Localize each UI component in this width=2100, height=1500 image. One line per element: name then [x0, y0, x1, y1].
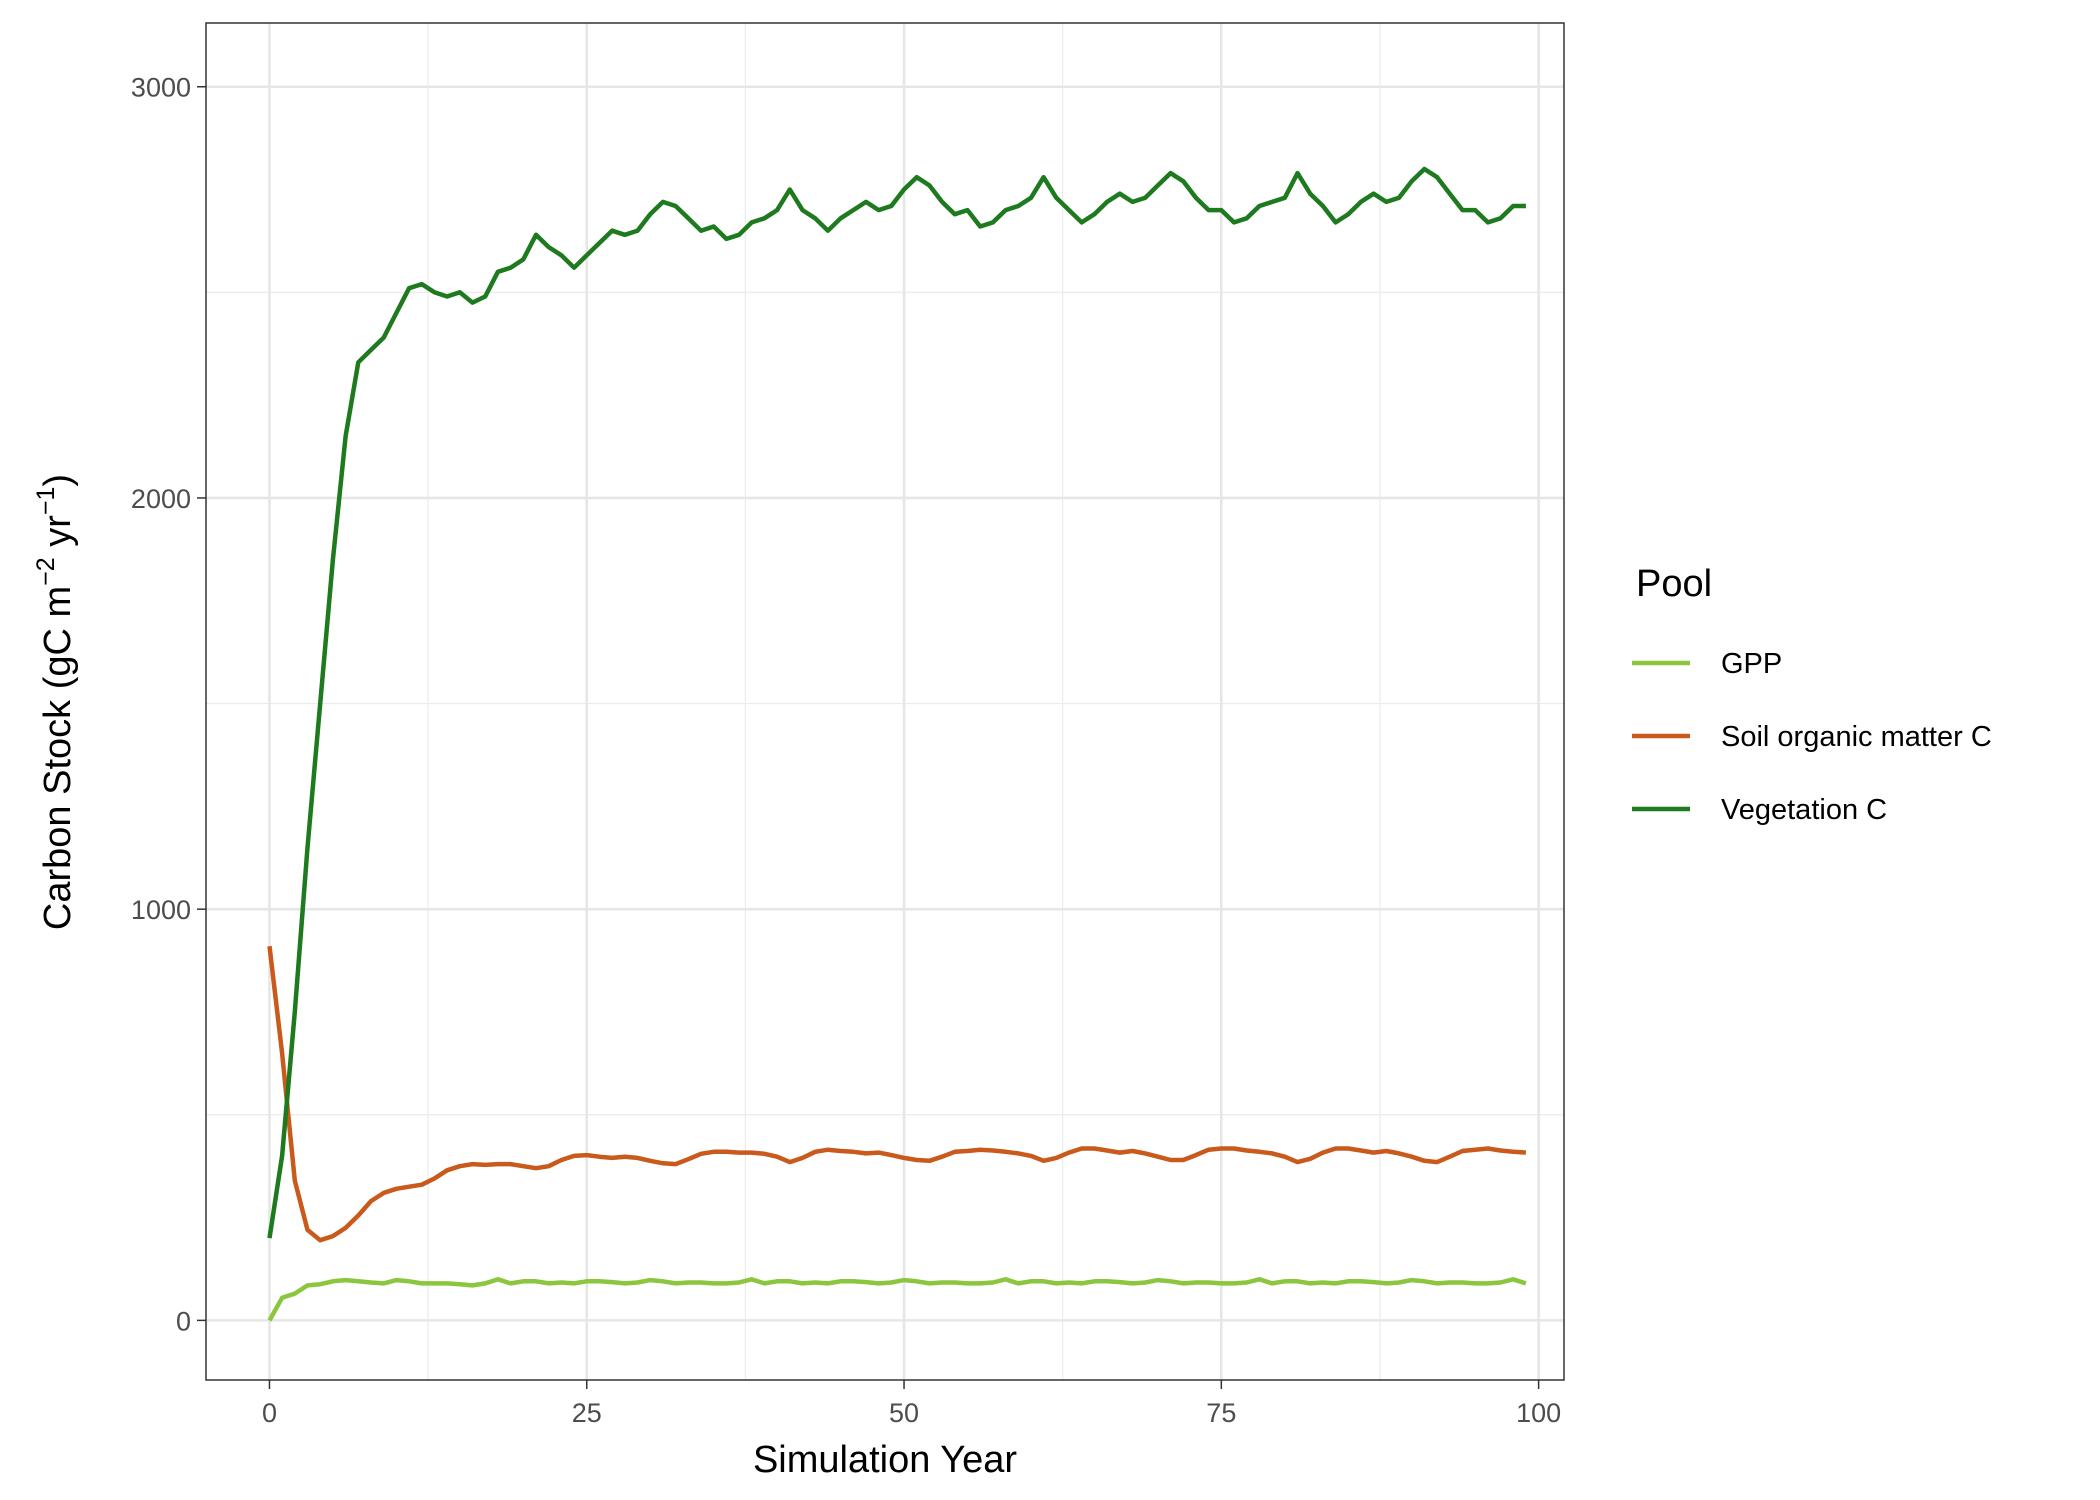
y-axis-title-prefix: Carbon Stock (gC m: [37, 586, 79, 930]
legend: Pool GPP Soil organic matter C Vegetation …: [1632, 563, 1992, 826]
major-gridlines: [206, 23, 1564, 1380]
series-line-gpp: [267, 1277, 1527, 1322]
series-line-vegetation-c: [267, 166, 1526, 1239]
x-tick-label: 100: [1516, 1398, 1561, 1428]
y-axis-title-superscript-1: −2: [32, 557, 60, 586]
plot-panel-background: [206, 23, 1564, 1380]
x-axis-ticks: 0 25 50 75 100: [262, 1380, 1561, 1428]
x-tick-label: 25: [572, 1398, 602, 1428]
y-axis-title-superscript-2: −1: [32, 487, 60, 516]
x-tick-label: 75: [1206, 1398, 1236, 1428]
series-lines: [267, 166, 1527, 1322]
legend-label-gpp: GPP: [1721, 648, 1782, 680]
legend-title: Pool: [1636, 563, 1712, 605]
legend-label-vegetation-c: Vegetation C: [1721, 794, 1887, 826]
legend-label-soil-organic-matter-c: Soil organic matter C: [1721, 721, 1992, 753]
y-tick-label: 0: [176, 1306, 191, 1336]
x-tick-label: 50: [889, 1398, 919, 1428]
y-tick-label: 1000: [131, 895, 191, 925]
x-axis-title: Simulation Year: [753, 1439, 1017, 1481]
series-line-soil-organic-matter-c: [267, 945, 1527, 1243]
y-tick-label: 2000: [131, 484, 191, 514]
y-axis-title: Carbon Stock (gC m−2 yr−1): [32, 474, 79, 930]
plot-panel-border: [205, 22, 1565, 1381]
y-axis-title-suffix: ): [37, 474, 79, 487]
y-axis-title-middle: yr: [37, 515, 79, 558]
y-axis-ticks: 0 1000 2000 3000: [131, 73, 206, 1336]
x-tick-label: 0: [262, 1398, 277, 1428]
y-tick-label: 3000: [131, 73, 191, 103]
legend-items: GPP Soil organic matter C Vegetation C: [1632, 648, 1992, 826]
